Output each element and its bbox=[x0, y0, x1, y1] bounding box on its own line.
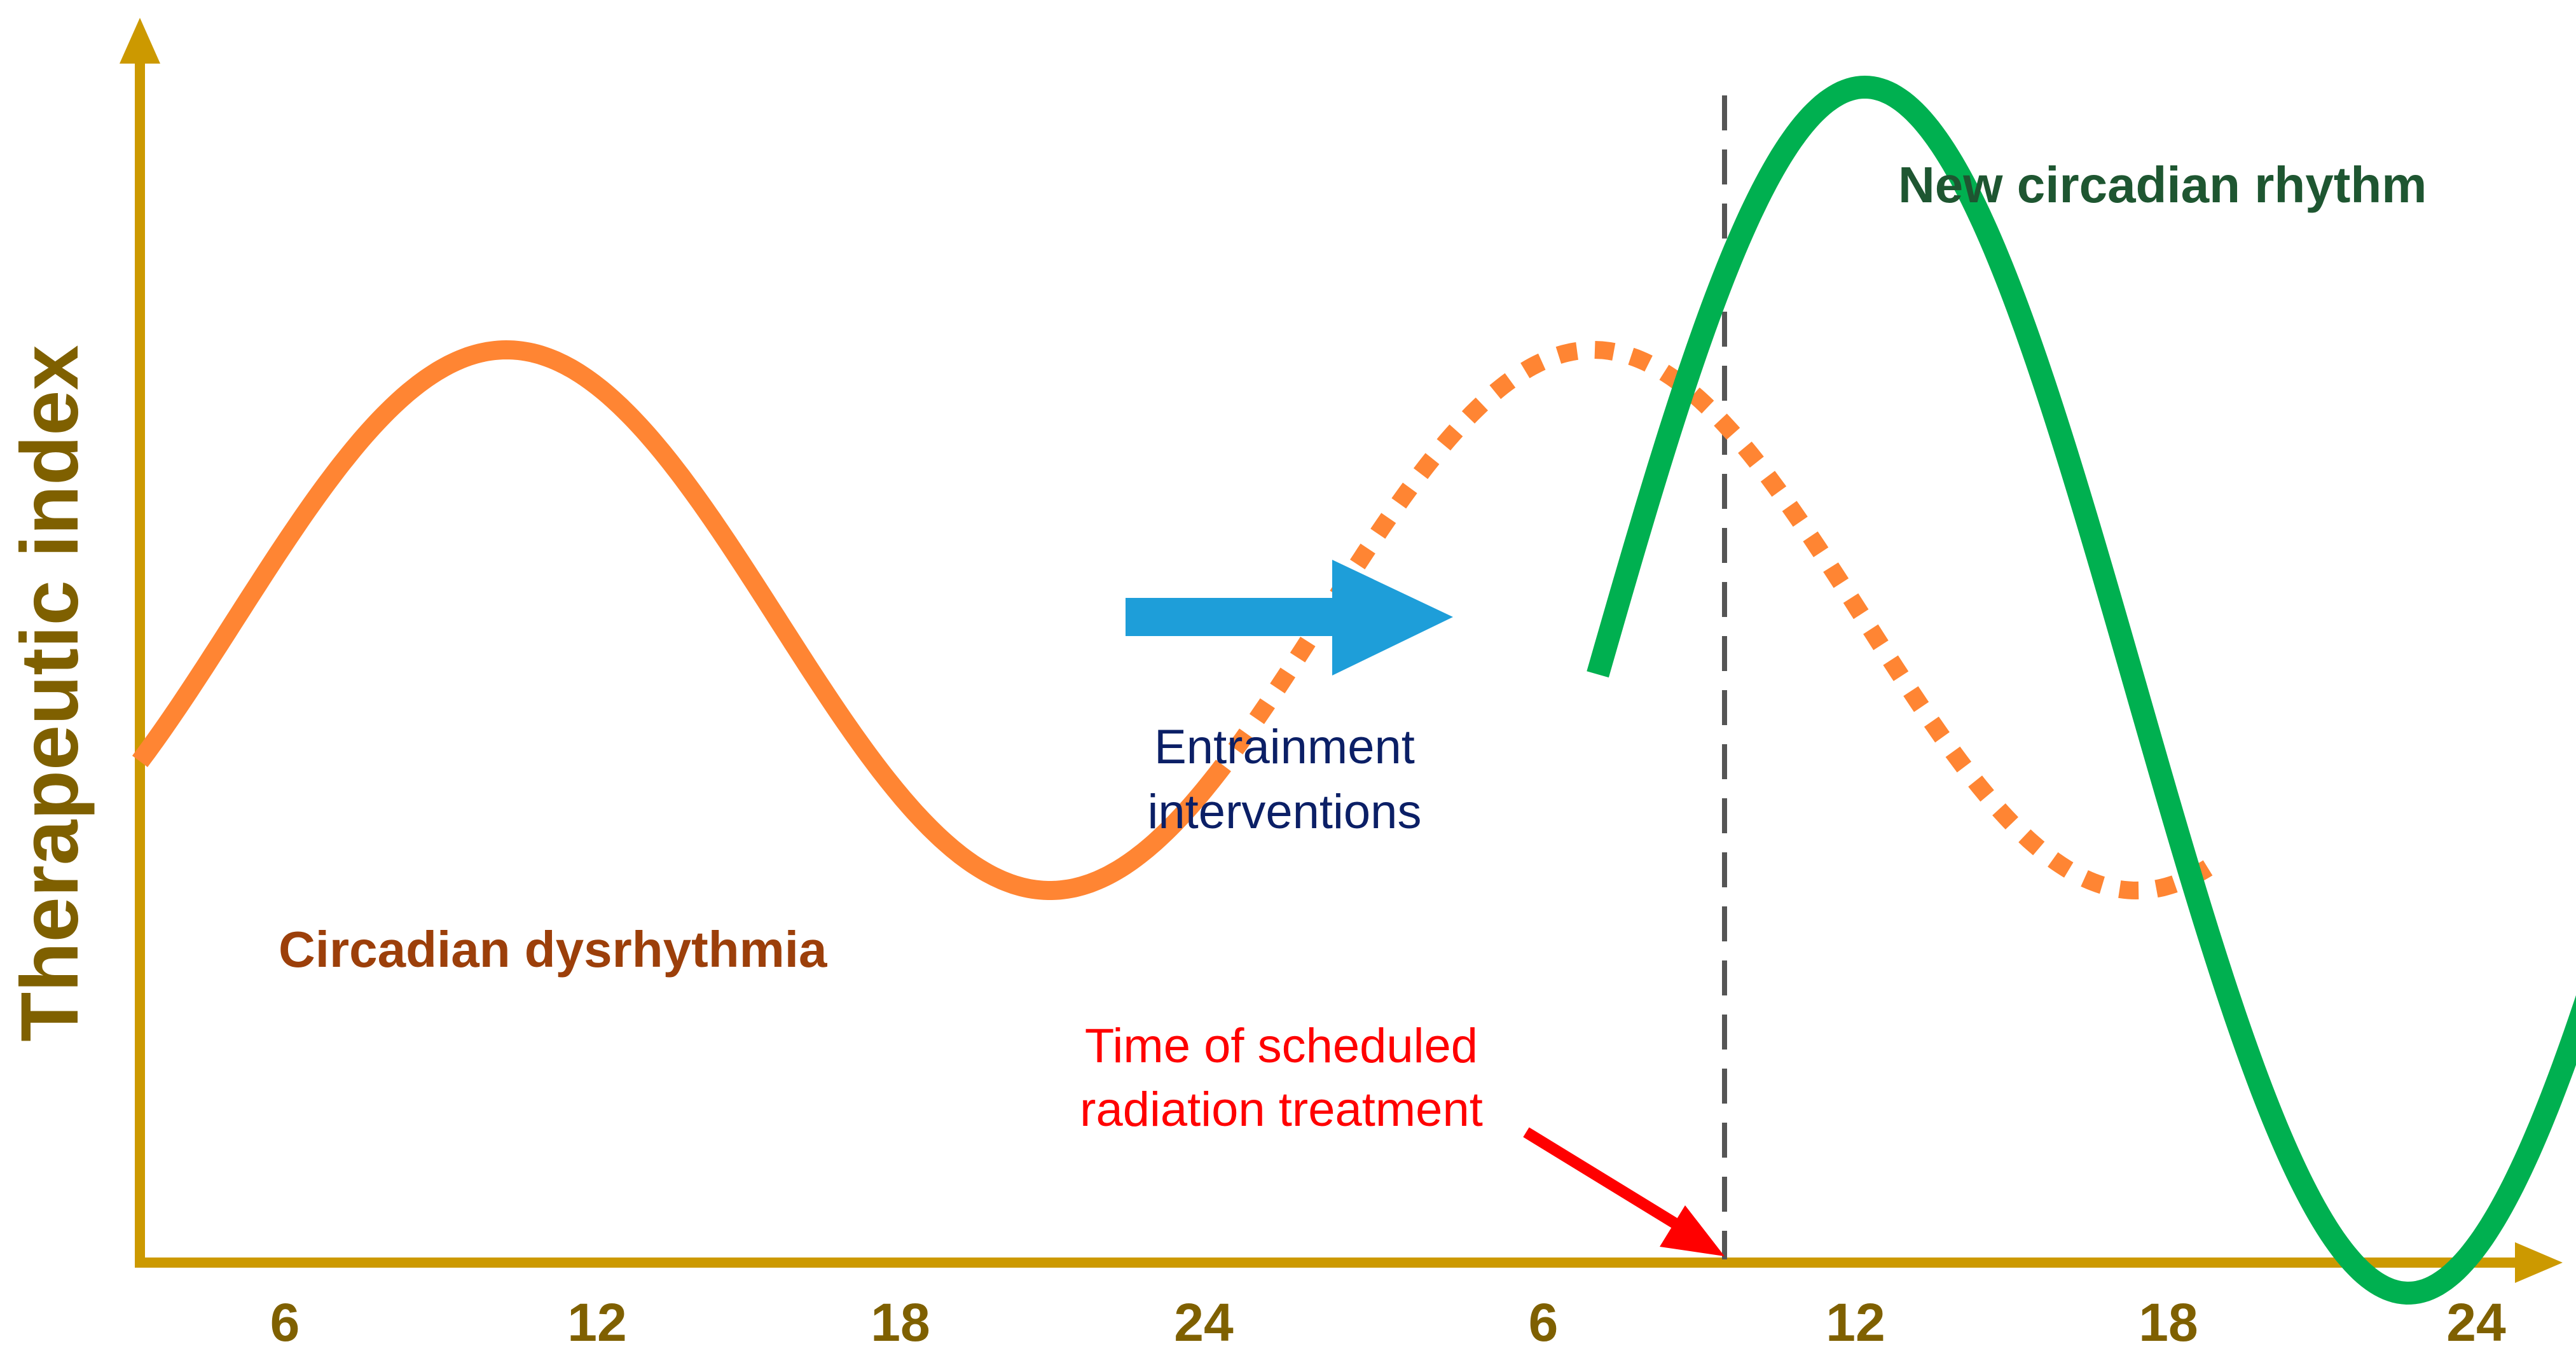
x-tick-label: 24 bbox=[2446, 1292, 2506, 1352]
y-axis-arrowhead bbox=[120, 18, 160, 64]
intervention-label-line1: Entrainment bbox=[1154, 720, 1415, 774]
radiation-label-line2: radiation treatment bbox=[1080, 1083, 1483, 1137]
x-tick-label: 18 bbox=[871, 1292, 930, 1352]
new-rhythm-curve bbox=[1587, 75, 2576, 1305]
x-tick-label: 24 bbox=[1174, 1292, 1234, 1352]
x-tick-label: 12 bbox=[1826, 1292, 1885, 1352]
series-label-new-rhythm: New circadian rhythm bbox=[1898, 156, 2427, 213]
x-tick-labels: 6 12 18 24 6 12 18 24 bbox=[270, 1292, 2506, 1352]
radiation-arrow bbox=[1523, 1127, 1725, 1256]
dysrhythmia-curve bbox=[132, 340, 1231, 900]
axes bbox=[120, 18, 2563, 1283]
intervention-label-line2: interventions bbox=[1148, 785, 1422, 839]
x-tick-label: 6 bbox=[270, 1292, 300, 1352]
x-tick-label: 12 bbox=[567, 1292, 626, 1352]
radiation-label-line1: Time of scheduled bbox=[1085, 1019, 1478, 1073]
x-tick-label: 18 bbox=[2139, 1292, 2198, 1352]
x-axis-arrowhead bbox=[2515, 1242, 2563, 1283]
series-label-dysrhythmia: Circadian dysrhythmia bbox=[279, 921, 827, 978]
entrainment-arrow bbox=[1126, 560, 1453, 676]
x-tick-label: 6 bbox=[1529, 1292, 1559, 1352]
dysrhythmia-dotted-curve bbox=[1228, 340, 2226, 900]
y-axis-title: Therapeutic index bbox=[4, 345, 95, 1041]
